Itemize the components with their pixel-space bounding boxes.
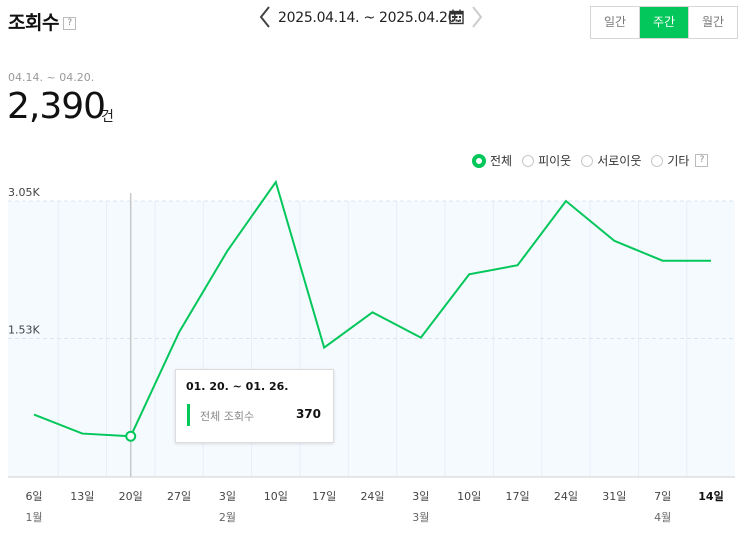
- radio-checked-icon: [472, 153, 486, 168]
- filter-mutual[interactable]: 서로이웃: [581, 152, 641, 169]
- y-tick-label: 3.05K: [8, 186, 40, 199]
- x-tick-label: 24일: [360, 489, 384, 503]
- x-tick-label: 17일: [312, 489, 336, 503]
- page-title: 조회수?: [8, 8, 76, 35]
- summary-range: 04.14. ~ 04.20.: [8, 71, 95, 84]
- x-tick-label: 14일: [698, 489, 723, 503]
- x-month-label: 4월: [654, 511, 671, 524]
- filter-mutual-label: 서로이웃: [597, 154, 642, 168]
- prev-period-button[interactable]: [259, 5, 271, 29]
- x-month-label: 1월: [25, 511, 42, 524]
- views-line-chart: 1.53K 3.05K 6일 1월 13일 20일 27일 3일 2월 10일 17일 24일 3일 3월…: [8, 180, 735, 524]
- chart-tooltip: 01. 20. ~ 01. 26. 전체 조회수 370: [175, 369, 334, 443]
- x-month-label: 2월: [219, 511, 236, 524]
- tab-monthly[interactable]: 월간: [688, 7, 737, 38]
- tab-daily[interactable]: 일간: [603, 15, 627, 29]
- series-filter: 전체 피이웃 서로이웃 기타?: [472, 152, 709, 169]
- filter-other-label: 기타: [667, 154, 690, 168]
- tooltip-series-swatch: [187, 404, 190, 426]
- x-tick-label: 6일: [25, 489, 42, 503]
- help-icon[interactable]: ?: [695, 154, 709, 167]
- x-tick-label: 3일: [219, 489, 236, 503]
- radio-icon: [522, 154, 535, 167]
- help-icon[interactable]: ?: [62, 17, 76, 30]
- total-unit: 건: [101, 109, 114, 125]
- tab-weekly[interactable]: 주간: [639, 7, 688, 38]
- radio-icon: [581, 154, 594, 167]
- filter-all[interactable]: 전체: [472, 152, 512, 169]
- total-views: 2,390: [7, 86, 106, 127]
- x-month-label: 3월: [412, 511, 429, 524]
- x-tick-label: 10일: [264, 489, 288, 503]
- x-tick-label: 31일: [602, 489, 626, 503]
- chevron-left-icon: [259, 6, 270, 28]
- filter-other[interactable]: 기타?: [651, 152, 709, 169]
- x-tick-label: 24일: [554, 489, 578, 503]
- data-point-highlight: [125, 430, 137, 442]
- title-text: 조회수: [8, 12, 59, 34]
- x-tick-label: 20일: [119, 489, 143, 503]
- filter-neighbor[interactable]: 피이웃: [522, 152, 571, 169]
- x-tick-label: 3일: [412, 489, 429, 503]
- series-line-all: [33, 180, 711, 438]
- x-tick-label: 17일: [506, 489, 530, 503]
- next-period-button[interactable]: [471, 5, 483, 29]
- x-tick-label: 13일: [70, 489, 94, 503]
- filter-all-label: 전체: [490, 154, 513, 168]
- tooltip-series-label: 전체 조회수: [200, 410, 255, 423]
- chevron-right-icon: [472, 6, 483, 28]
- period-toggle: 일간 주간 월간: [590, 6, 738, 39]
- x-tick-label: 27일: [167, 489, 191, 503]
- filter-neighbor-label: 피이웃: [538, 154, 572, 168]
- x-tick-label: 10일: [457, 489, 481, 503]
- calendar-icon[interactable]: [449, 9, 464, 25]
- date-range: 2025.04.14. ~ 2025.04.20.: [278, 10, 461, 26]
- x-tick-label: 7일: [654, 489, 671, 503]
- radio-icon: [651, 154, 664, 167]
- tooltip-value: 370: [295, 407, 321, 421]
- y-tick-label: 1.53K: [8, 324, 40, 337]
- tooltip-range: 01. 20. ~ 01. 26.: [186, 380, 289, 393]
